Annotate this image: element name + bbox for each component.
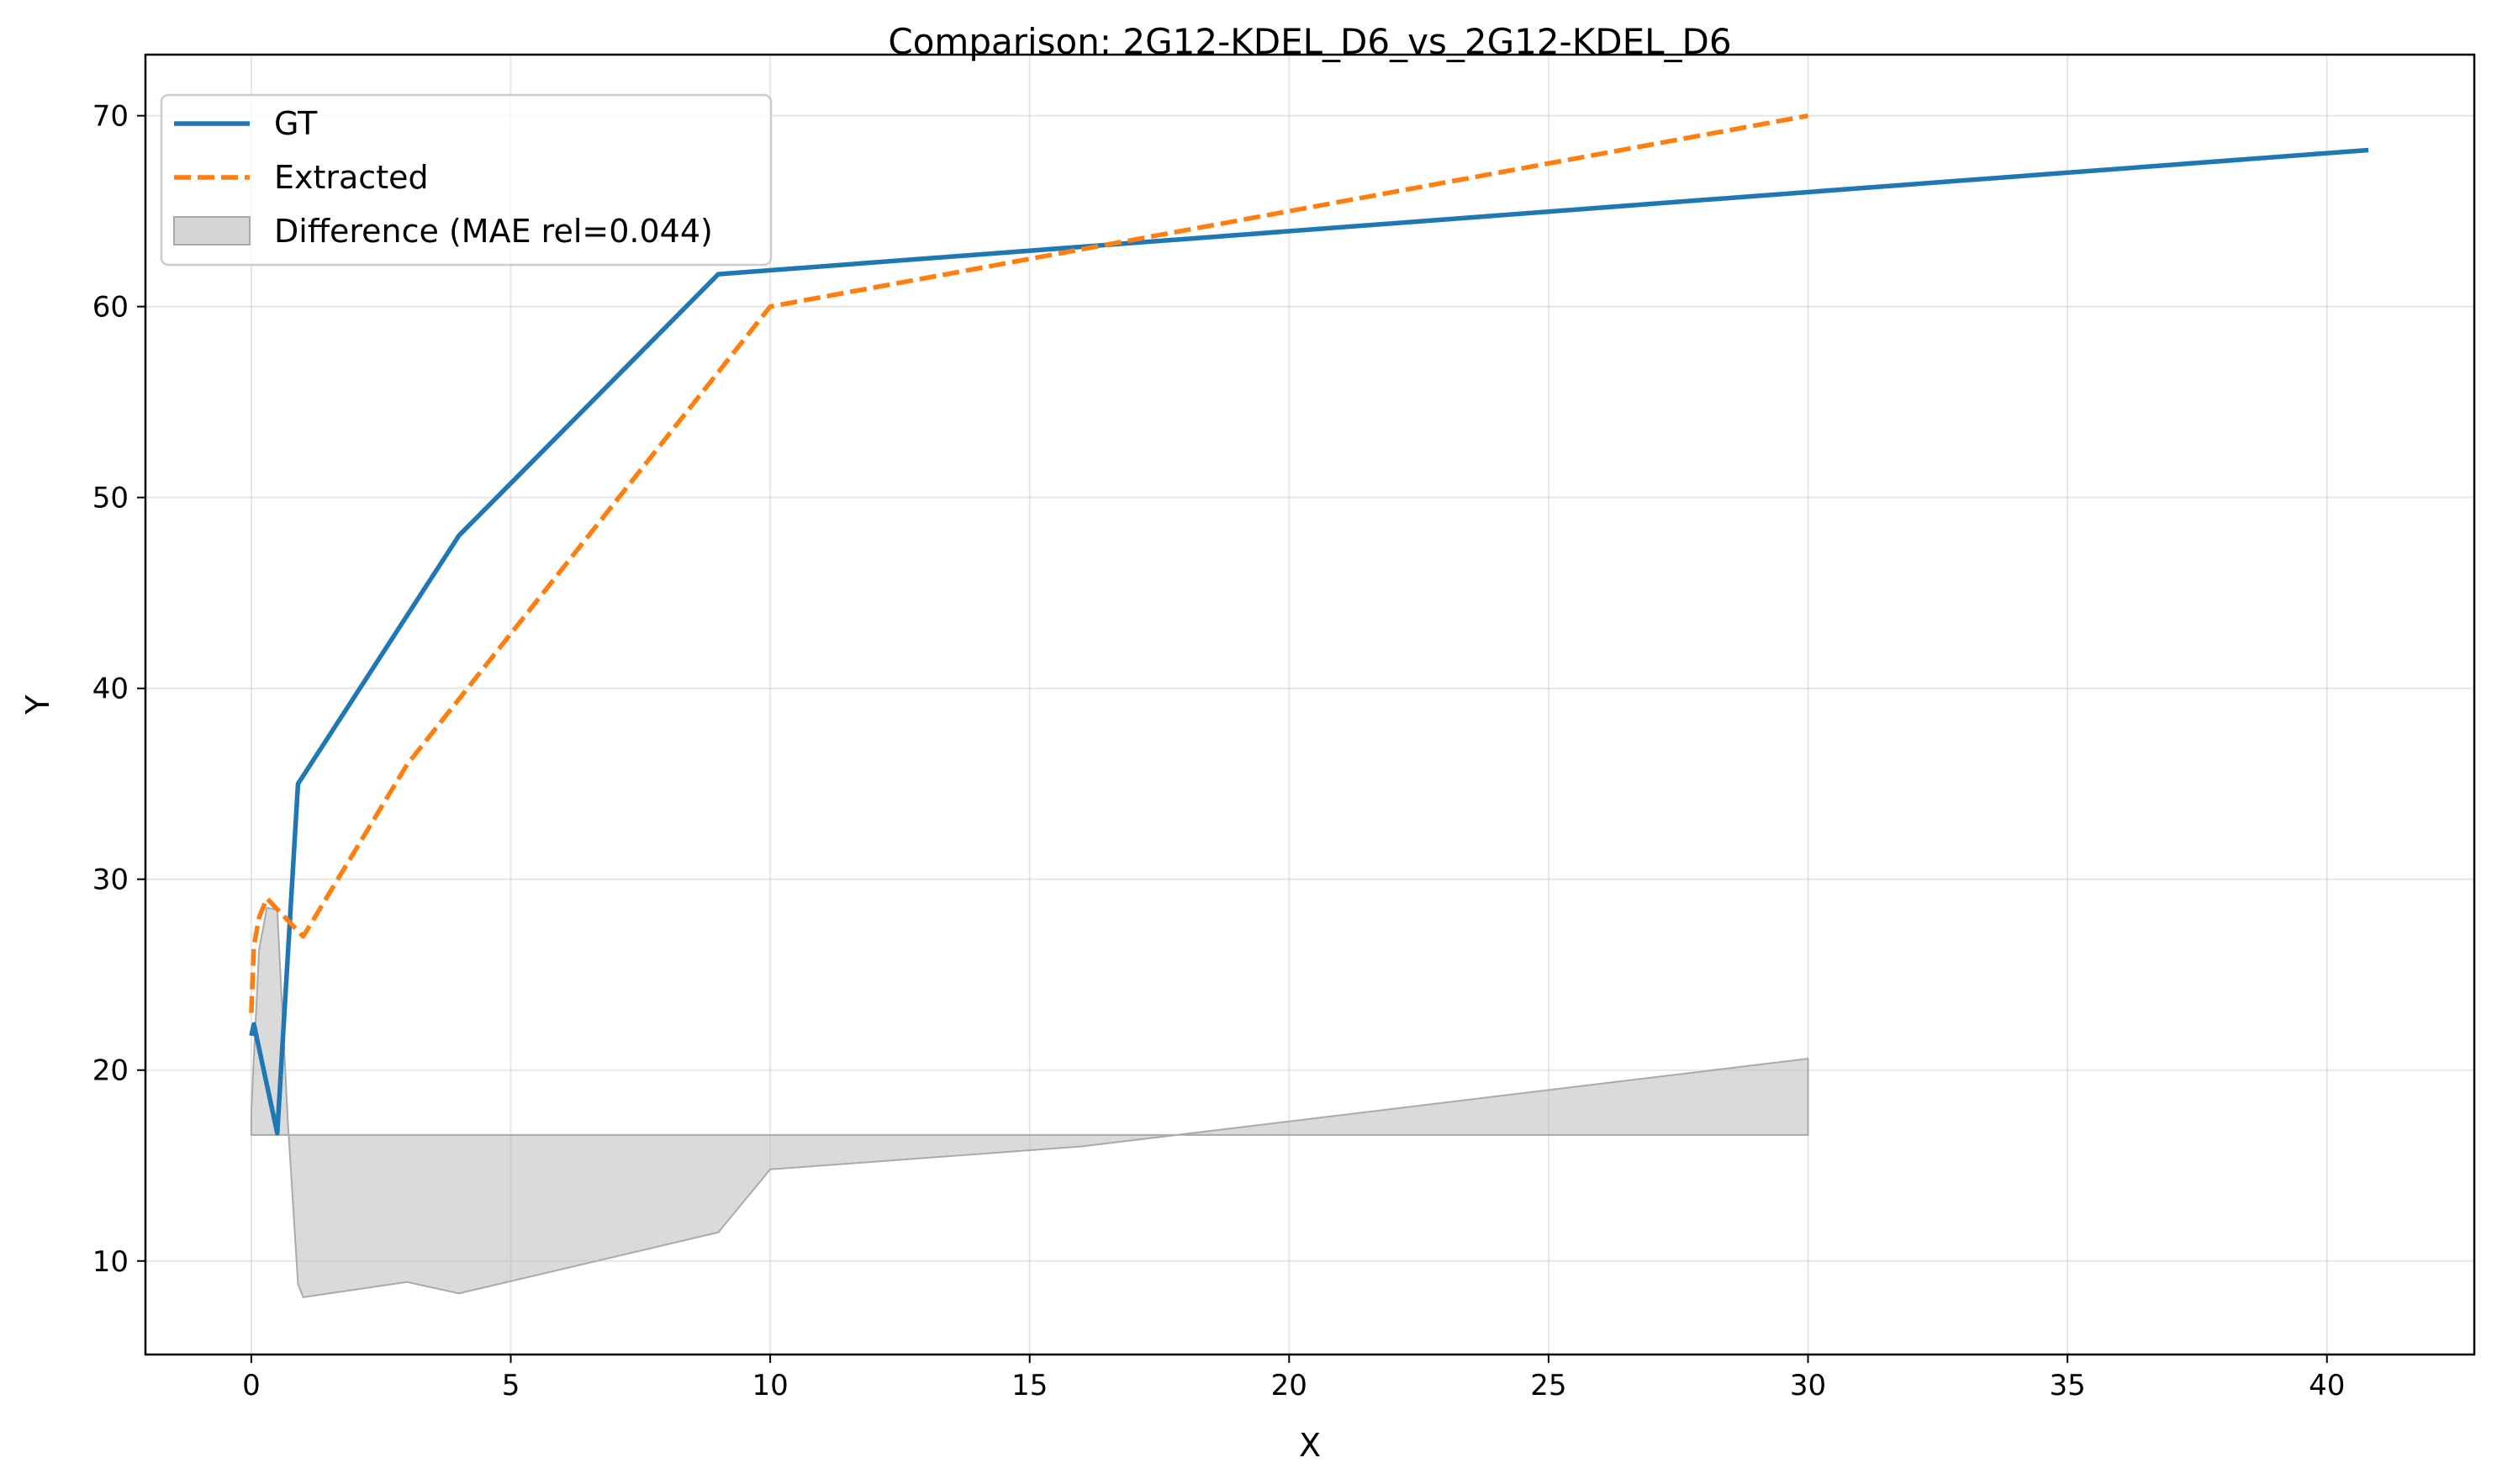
x-tick-label: 5 [502,1369,520,1402]
y-tick-label: 40 [92,673,129,706]
legend-box [160,93,773,267]
difference-area-shape [250,906,1809,1298]
legend-difference-label: Difference (MAE rel=0.044) [274,213,713,250]
y-tick-label: 70 [92,100,129,134]
legend: GT Extracted Difference (MAE rel=0.044) [160,93,773,267]
y-tick-label: 50 [92,482,129,515]
legend-gt-label: GT [274,105,318,142]
y-tick-label: 30 [92,863,129,897]
x-tick-label: 15 [1011,1369,1048,1402]
gt-line [249,147,2369,1136]
legend-difference-swatch [173,216,251,246]
y-tick-label: 10 [92,1245,129,1279]
x-tick-label: 40 [2309,1369,2345,1402]
x-tick-label: 10 [752,1369,788,1402]
x-tick-label: 0 [242,1369,261,1402]
x-tick-label: 30 [1790,1369,1826,1402]
extracted-line [249,113,1809,1013]
axis-ticks: 0 5 10 15 20 25 30 35 40 10 20 30 40 50 60 70 [92,100,2346,1402]
chart-title: Comparison: 2G12-KDEL_D6_vs_2G12-KDEL_D6 [888,21,1731,62]
x-tick-label: 35 [2049,1369,2085,1402]
y-tick-label: 20 [92,1054,129,1088]
x-axis-label: X [1299,1427,1321,1464]
y-tick-label: 60 [92,291,129,325]
y-axis-label: Y [19,694,56,716]
x-tick-label: 25 [1530,1369,1566,1402]
plot-frame [144,53,2476,1356]
series-lines [249,113,2369,1136]
x-tick-label: 20 [1271,1369,1307,1402]
difference-area [250,906,1809,1298]
legend-extracted-label: Extracted [274,159,429,196]
